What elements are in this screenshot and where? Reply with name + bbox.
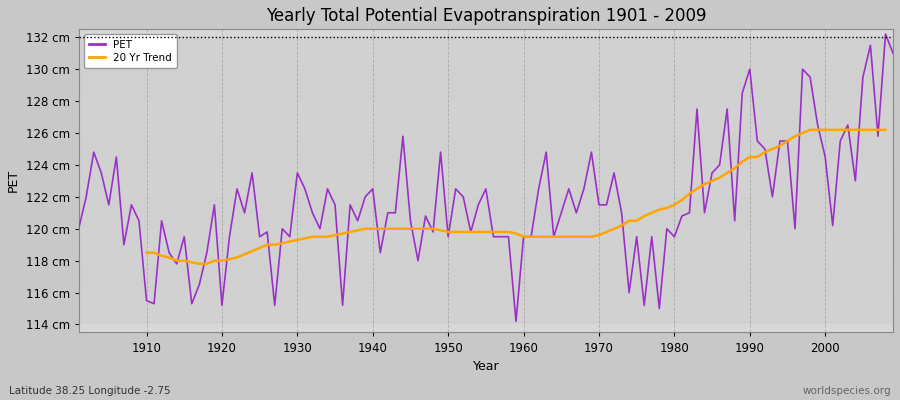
PET [510, 319, 521, 324]
PET [616, 210, 627, 215]
X-axis label: Year: Year [472, 360, 500, 373]
Bar [78, 133, 893, 165]
Bar [78, 292, 893, 324]
20 Yr Trend [805, 128, 815, 132]
20 Yr Trend [518, 234, 529, 239]
Bar [78, 229, 893, 261]
20 Yr Trend [541, 234, 552, 239]
PET [887, 51, 898, 56]
Bar [78, 197, 893, 229]
Title: Yearly Total Potential Evapotranspiration 1901 - 2009: Yearly Total Potential Evapotranspiratio… [266, 7, 706, 25]
20 Yr Trend [729, 166, 740, 170]
Line: 20 Yr Trend: 20 Yr Trend [147, 130, 886, 264]
Bar [78, 261, 893, 292]
20 Yr Trend [375, 226, 386, 231]
Legend: PET, 20 Yr Trend: PET, 20 Yr Trend [84, 34, 177, 68]
Bar [78, 37, 893, 69]
20 Yr Trend [141, 250, 152, 255]
Line: PET: PET [78, 34, 893, 321]
PET [518, 234, 529, 239]
Bar [78, 165, 893, 197]
PET [300, 186, 310, 191]
20 Yr Trend [322, 234, 333, 239]
PET [73, 226, 84, 231]
20 Yr Trend [345, 230, 356, 234]
PET [133, 218, 144, 223]
Bar [78, 69, 893, 101]
20 Yr Trend [880, 128, 891, 132]
Bar [78, 101, 893, 133]
Text: Latitude 38.25 Longitude -2.75: Latitude 38.25 Longitude -2.75 [9, 386, 171, 396]
Y-axis label: PET: PET [7, 169, 20, 192]
PET [526, 234, 536, 239]
20 Yr Trend [194, 262, 204, 266]
PET [345, 202, 356, 207]
Text: worldspecies.org: worldspecies.org [803, 386, 891, 396]
PET [880, 32, 891, 36]
